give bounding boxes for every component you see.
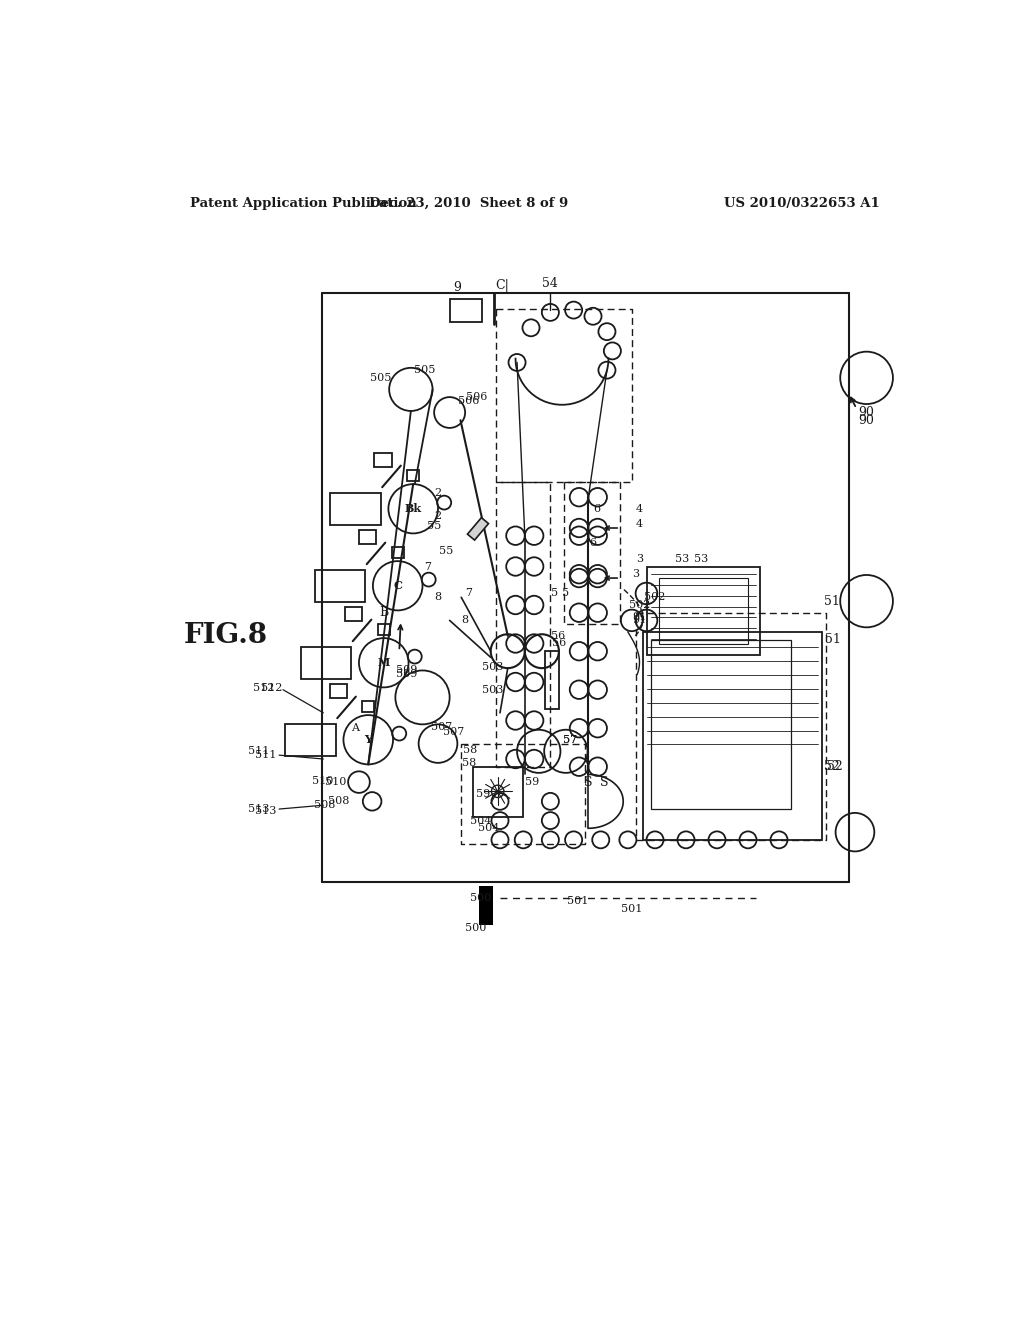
Text: 52: 52	[824, 760, 840, 774]
Text: 91: 91	[633, 615, 646, 626]
Text: 55: 55	[427, 521, 441, 532]
Text: 512: 512	[261, 684, 282, 693]
Text: 504: 504	[477, 824, 499, 833]
Text: 502: 502	[629, 601, 650, 610]
Text: 509: 509	[396, 665, 418, 676]
Text: 57: 57	[562, 735, 577, 744]
Text: Y: Y	[365, 734, 373, 746]
Text: 504: 504	[470, 816, 492, 825]
Text: 512: 512	[253, 684, 274, 693]
Text: 9: 9	[454, 281, 462, 294]
Text: S: S	[600, 776, 609, 788]
Bar	[331, 492, 381, 525]
Text: 52: 52	[827, 760, 843, 774]
Text: 513: 513	[248, 804, 269, 814]
Bar	[378, 624, 390, 635]
Text: 53: 53	[675, 554, 689, 564]
Text: 4: 4	[636, 519, 643, 529]
Text: C: C	[393, 581, 402, 591]
Text: 90: 90	[859, 407, 874, 418]
Text: 511: 511	[255, 750, 276, 760]
Bar	[473, 767, 523, 817]
Text: 6: 6	[593, 504, 600, 513]
Bar	[467, 517, 488, 540]
Bar	[345, 607, 362, 622]
Text: 507: 507	[442, 727, 464, 737]
Bar	[479, 886, 493, 924]
Text: 503: 503	[481, 685, 503, 694]
Text: 503: 503	[481, 661, 503, 672]
Text: 54: 54	[543, 277, 558, 290]
Bar	[314, 570, 366, 602]
Bar	[643, 632, 821, 840]
Bar	[301, 647, 351, 678]
Text: 51: 51	[823, 594, 840, 607]
Text: Dec. 23, 2010  Sheet 8 of 9: Dec. 23, 2010 Sheet 8 of 9	[370, 197, 568, 210]
Text: 56: 56	[551, 631, 565, 640]
Text: 91: 91	[633, 611, 646, 622]
Text: 7: 7	[466, 589, 472, 598]
Text: 500: 500	[470, 892, 492, 903]
Text: 509: 509	[396, 669, 418, 680]
Text: 505: 505	[414, 366, 435, 375]
Text: 59: 59	[476, 788, 490, 799]
Text: 511: 511	[248, 746, 269, 756]
Text: 508: 508	[314, 800, 336, 810]
Bar	[391, 548, 403, 558]
Text: 4: 4	[636, 504, 643, 513]
Text: FIG.8: FIG.8	[183, 622, 268, 649]
Text: 510: 510	[312, 776, 334, 785]
Text: 501: 501	[567, 896, 588, 907]
Text: B: B	[379, 606, 388, 619]
Bar	[450, 300, 482, 322]
Text: 7: 7	[424, 561, 431, 572]
Bar	[330, 684, 346, 698]
Bar	[362, 701, 375, 711]
Text: 51: 51	[825, 634, 841, 647]
Text: 5: 5	[562, 589, 569, 598]
Text: 5: 5	[551, 589, 558, 598]
Text: 90: 90	[859, 413, 874, 426]
Text: 3: 3	[632, 569, 639, 579]
Text: US 2010/0322653 A1: US 2010/0322653 A1	[724, 197, 880, 210]
Text: 508: 508	[328, 796, 349, 807]
Text: 2: 2	[434, 488, 441, 499]
Bar	[286, 723, 336, 756]
Bar	[658, 578, 748, 644]
Text: 8: 8	[462, 615, 469, 626]
Text: 513: 513	[255, 807, 276, 816]
Bar	[647, 566, 760, 655]
Text: C|: C|	[496, 279, 509, 292]
Text: 3: 3	[636, 554, 643, 564]
Text: 507: 507	[431, 722, 453, 731]
Text: 8: 8	[434, 593, 441, 602]
Text: 501: 501	[622, 904, 642, 915]
Text: 2: 2	[434, 511, 441, 521]
Bar	[545, 651, 559, 709]
Text: 510: 510	[325, 777, 346, 787]
Text: 500: 500	[465, 924, 485, 933]
Text: 505: 505	[370, 372, 391, 383]
Text: S: S	[584, 776, 593, 788]
Text: 6: 6	[590, 539, 597, 548]
Text: 58: 58	[464, 744, 477, 755]
Text: 57: 57	[562, 735, 577, 744]
Text: M: M	[378, 657, 390, 668]
Text: 55: 55	[439, 546, 454, 556]
Text: A: A	[351, 723, 359, 733]
Text: 59: 59	[525, 777, 540, 787]
Text: 502: 502	[644, 593, 666, 602]
Text: 58: 58	[462, 758, 476, 768]
Text: 506: 506	[466, 392, 487, 403]
Bar	[407, 470, 420, 480]
Text: Patent Application Publication: Patent Application Publication	[190, 197, 417, 210]
Text: 506: 506	[459, 396, 479, 407]
Text: 56: 56	[552, 639, 566, 648]
Bar	[359, 531, 376, 544]
Bar	[651, 640, 791, 809]
Text: Bk: Bk	[404, 503, 422, 515]
Text: 53: 53	[694, 554, 709, 564]
Bar	[375, 453, 391, 467]
